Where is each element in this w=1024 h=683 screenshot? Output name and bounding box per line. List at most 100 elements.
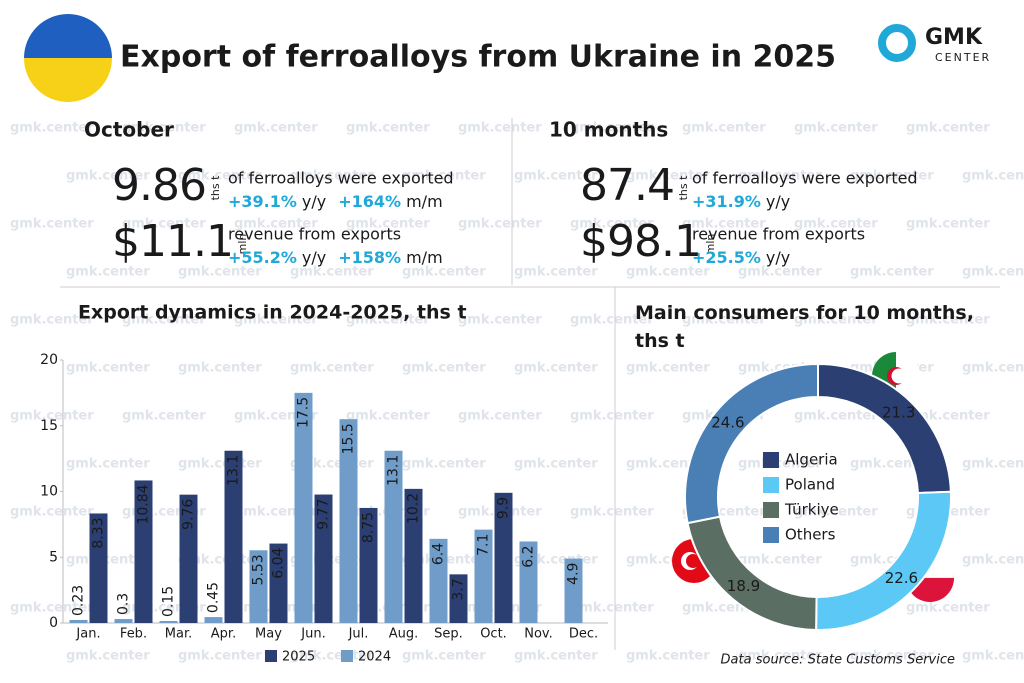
legend-label: 2024: [358, 650, 391, 665]
value-label: 7.1: [476, 534, 492, 556]
y-tick-label: 20: [40, 352, 58, 368]
value-label: 4.9: [566, 563, 582, 585]
value-label: 8.33: [91, 517, 107, 548]
watermark: gmk.center: [682, 313, 766, 328]
legend-label: Poland: [785, 476, 835, 494]
kpi-text: of ferroalloys were exported: [692, 169, 918, 188]
watermark: gmk.center: [682, 121, 766, 136]
watermark: gmk.center: [10, 217, 94, 232]
bar: [519, 541, 538, 623]
bar: [114, 619, 133, 623]
watermark: gmk.center: [626, 361, 710, 376]
donut-segment: [684, 362, 819, 525]
legend-label: 2025: [282, 650, 315, 665]
bar: [69, 619, 88, 623]
watermark: gmk.center: [66, 169, 150, 184]
watermark: gmk.center: [962, 265, 1024, 280]
change-value: +39.1%: [228, 192, 297, 211]
kpi-changes: +31.9% y/y: [692, 192, 790, 211]
value-label: 6.04: [271, 547, 287, 578]
bar: [269, 543, 288, 623]
watermark: gmk.center: [122, 313, 206, 328]
kpi-value: 87.4: [580, 160, 674, 211]
watermark: gmk.center: [458, 409, 542, 424]
y-tick-label: 0: [49, 615, 58, 631]
watermark: gmk.center: [10, 409, 94, 424]
x-tick-label: Dec.: [569, 627, 598, 642]
kpi-value: 9.86: [112, 160, 206, 211]
watermark: gmk.center: [458, 217, 542, 232]
bar: [339, 419, 358, 623]
value-label: 17.5: [296, 397, 312, 428]
watermark: gmk.center: [122, 121, 206, 136]
flag-crescent-cut: [891, 368, 907, 384]
flag-blue: [24, 14, 112, 58]
watermark: gmk.center: [570, 121, 654, 136]
watermark: gmk.center: [290, 265, 374, 280]
bar: [89, 513, 108, 623]
watermark: gmk.center: [66, 457, 150, 472]
watermark: gmk.center: [906, 313, 990, 328]
logo: GMK CENTER: [878, 24, 989, 64]
bar: [294, 392, 313, 623]
watermark: gmk.center: [458, 313, 542, 328]
bar: [474, 529, 493, 623]
watermark: gmk.center: [738, 169, 822, 184]
value-label: 22.6: [885, 569, 918, 587]
watermark: gmk.center: [402, 265, 486, 280]
x-tick-label: Jun.: [300, 627, 325, 642]
x-tick-label: Feb.: [120, 627, 147, 642]
x-tick-label: Jan.: [75, 627, 100, 642]
watermark: gmk.center: [850, 169, 934, 184]
watermark: gmk.center: [626, 169, 710, 184]
legend-swatch: [265, 650, 277, 662]
change-basis: y/y: [766, 192, 790, 211]
value-label: 6.2: [521, 545, 537, 567]
bar: [314, 494, 333, 623]
watermark: gmk.center: [10, 601, 94, 616]
watermark: gmk.center: [402, 649, 486, 664]
watermark: gmk.center: [514, 361, 598, 376]
value-label: 18.9: [727, 577, 760, 595]
kpi-value: $11.1: [112, 216, 233, 267]
watermark: gmk.center: [794, 505, 878, 520]
watermark: gmk.center: [178, 169, 262, 184]
value-label: 13.1: [386, 455, 402, 486]
watermark: gmk.center: [10, 121, 94, 136]
watermark: gmk.center: [738, 265, 822, 280]
watermark: gmk.center: [402, 457, 486, 472]
watermark: gmk.center: [626, 649, 710, 664]
watermark: gmk.center: [458, 121, 542, 136]
legend-label: Others: [785, 526, 836, 544]
watermark: gmk.center: [122, 409, 206, 424]
bar: [429, 538, 448, 623]
watermark: gmk.center: [514, 457, 598, 472]
watermark: gmk.center: [570, 313, 654, 328]
watermark: gmk.center: [794, 121, 878, 136]
watermark: gmk.center: [10, 505, 94, 520]
x-tick-label: May: [255, 627, 282, 642]
x-tick-label: Aug.: [389, 627, 419, 642]
change-value: +25.5%: [692, 248, 761, 267]
legend-swatch: [763, 477, 779, 493]
page-title: Export of ferroalloys from Ukraine in 20…: [120, 40, 836, 75]
legend-swatch: [763, 452, 779, 468]
value-label: 10.84: [136, 484, 152, 524]
bar: [159, 621, 178, 623]
chart-title: Export dynamics in 2024-2025, ths t: [78, 302, 467, 324]
watermark: gmk.center: [402, 361, 486, 376]
watermark: gmk.center: [514, 169, 598, 184]
x-tick-label: Sep.: [434, 627, 463, 642]
kpi-text: revenue from exports: [228, 225, 401, 244]
title-line: ths t: [635, 330, 685, 352]
change-value: +55.2%: [228, 248, 297, 267]
bar: [494, 492, 513, 623]
watermark: gmk.center: [234, 217, 318, 232]
kpi-unit: mln: [704, 234, 717, 255]
watermark: gmk.center: [794, 313, 878, 328]
change-value: +158%: [338, 248, 401, 267]
kpi-period: 10 months: [549, 118, 668, 142]
bar: [134, 480, 153, 623]
x-tick-label: Mar.: [165, 627, 192, 642]
change-basis: y/y: [302, 248, 326, 267]
